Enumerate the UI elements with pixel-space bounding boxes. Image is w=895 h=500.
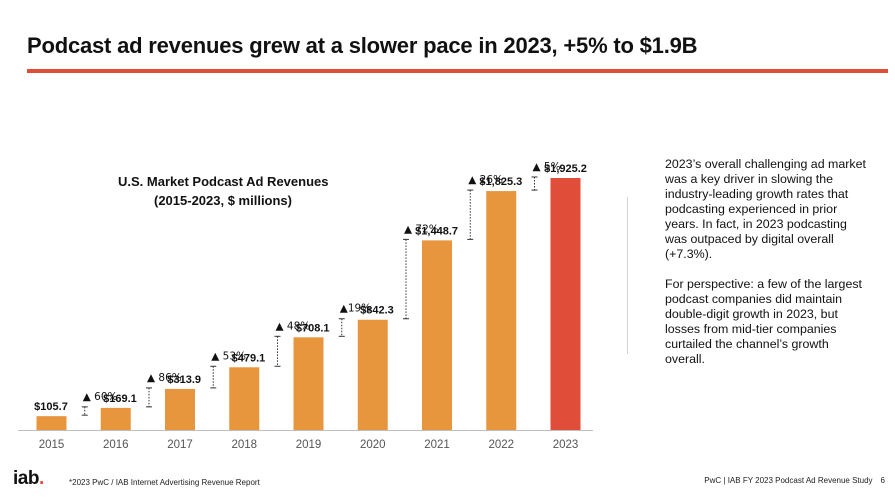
bar-2020 bbox=[357, 319, 388, 430]
chart-title-line2: (2015-2023, $ millions) bbox=[153, 193, 292, 208]
commentary-paragraph-2: For perspective: a few of the largest po… bbox=[665, 277, 862, 366]
value-label-2020: $842.3 bbox=[360, 305, 394, 317]
bar-2019 bbox=[293, 337, 324, 430]
x-tick-label-2019: 2019 bbox=[296, 439, 322, 451]
commentary-paragraph-1: 2023’s overall challenging ad market was… bbox=[665, 157, 866, 261]
logo-text: iab bbox=[13, 468, 39, 489]
value-label-2022: $1,825.3 bbox=[479, 176, 522, 188]
value-label-2019: $708.1 bbox=[296, 322, 330, 334]
page-title: Podcast ad revenues grew at a slower pac… bbox=[27, 33, 698, 58]
value-label-2015: $105.7 bbox=[34, 401, 68, 413]
x-tick-label-2015: 2015 bbox=[39, 439, 65, 451]
x-tick-label-2022: 2022 bbox=[488, 439, 514, 451]
growth-2018-label: ▲ 53% bbox=[211, 350, 246, 362]
chart-title: U.S. Market Podcast Ad Revenues (2015-20… bbox=[118, 172, 328, 210]
value-label-2018: $479.1 bbox=[232, 352, 266, 364]
value-label-2023: $1,925.2 bbox=[544, 163, 587, 175]
bar-2022 bbox=[486, 191, 517, 430]
growth-2016-label: ▲ 60% bbox=[83, 391, 118, 403]
x-tick-label-2020: 2020 bbox=[360, 439, 386, 451]
bar-2017 bbox=[165, 388, 195, 430]
growth-2021-label: ▲ 72% bbox=[404, 223, 439, 235]
bar-2021 bbox=[422, 240, 452, 430]
growth-2022-label: ▲ 26% bbox=[468, 174, 503, 186]
vertical-divider bbox=[627, 197, 628, 354]
x-tick-label-2016: 2016 bbox=[103, 439, 129, 451]
x-tick-label-2023: 2023 bbox=[553, 439, 579, 451]
growth-2019-label: ▲ 48% bbox=[276, 320, 311, 332]
growth-2020-label: ▲19% bbox=[340, 303, 371, 315]
logo-dot: . bbox=[38, 468, 44, 489]
bar-2018 bbox=[229, 367, 260, 430]
iab-logo: iab. bbox=[13, 468, 44, 490]
page-number: 6 bbox=[880, 476, 885, 485]
value-label-2017: $313.9 bbox=[167, 374, 201, 386]
chart-title-line1: U.S. Market Podcast Ad Revenues bbox=[118, 174, 329, 189]
footer-credit: PwC | IAB FY 2023 Podcast Ad Revenue Stu… bbox=[704, 476, 885, 485]
title-underline bbox=[27, 69, 888, 73]
footer-study-name: PwC | IAB FY 2023 Podcast Ad Revenue Stu… bbox=[704, 476, 873, 485]
bar-2015 bbox=[36, 416, 67, 430]
x-tick-label-2018: 2018 bbox=[231, 439, 257, 451]
bar-2023 bbox=[550, 178, 581, 430]
value-label-2016: $169.1 bbox=[103, 393, 137, 405]
growth-2017-label: ▲ 86% bbox=[147, 372, 182, 384]
commentary-panel: 2023’s overall challenging ad market was… bbox=[665, 157, 870, 382]
source-note: *2023 PwC / IAB Internet Advertising Rev… bbox=[69, 478, 260, 487]
growth-2023-label: ▲ 5% bbox=[533, 161, 561, 173]
value-label-2021: $1,448.7 bbox=[415, 225, 458, 237]
bar-2016 bbox=[100, 407, 131, 430]
x-tick-label-2017: 2017 bbox=[167, 439, 193, 451]
x-tick-label-2021: 2021 bbox=[424, 439, 450, 451]
